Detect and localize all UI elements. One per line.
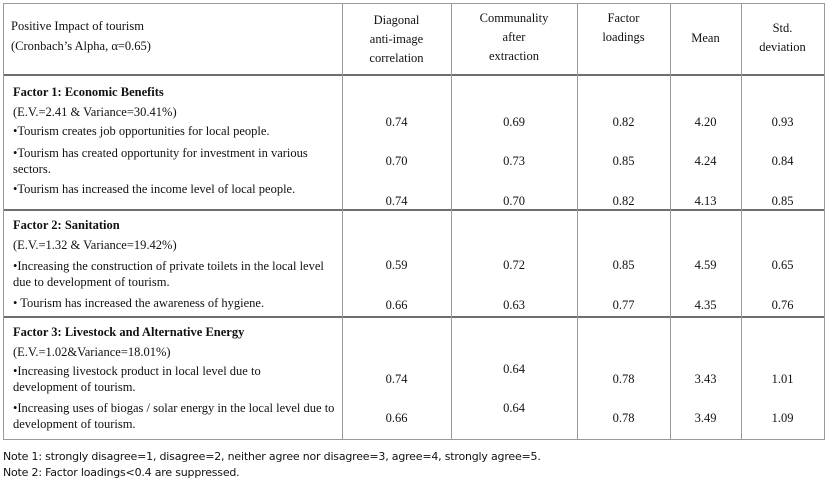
factor-1-name: Factor 1: Economic Benefits bbox=[13, 85, 164, 99]
factor-2-item-1: •Increasing the construction of private … bbox=[13, 259, 324, 289]
cell-mean: 3.49 bbox=[694, 411, 717, 425]
col-header-mean: Mean bbox=[691, 31, 720, 45]
col-header-loadings: Factor loadings bbox=[602, 11, 645, 44]
table-title: Positive Impact of tourism bbox=[11, 19, 144, 33]
cell-diag: 0.70 bbox=[385, 154, 408, 168]
cell-sd: 1.09 bbox=[771, 411, 794, 425]
section-rule-2 bbox=[3, 316, 825, 318]
cell-mean: 3.43 bbox=[694, 372, 717, 386]
factor-1-item-1: •Tourism creates job opportunities for l… bbox=[13, 124, 270, 138]
cell-mean: 4.24 bbox=[694, 154, 717, 168]
cell-diag: 0.66 bbox=[385, 298, 408, 312]
factor-3-item-1: •Increasing livestock product in local l… bbox=[13, 364, 261, 394]
cell-mean: 4.35 bbox=[694, 298, 717, 312]
header-rule bbox=[3, 74, 825, 76]
col-rule-0 bbox=[3, 3, 4, 440]
cell-comm: 0.73 bbox=[503, 154, 525, 168]
cell-comm: 0.70 bbox=[503, 194, 525, 208]
factor-2-name: Factor 2: Sanitation bbox=[13, 218, 120, 232]
note-2: Note 2: Factor loadings<0.4 are suppress… bbox=[3, 466, 240, 479]
factor-3-name: Factor 3: Livestock and Alternative Ener… bbox=[13, 325, 245, 339]
factor-2-stats: (E.V.=1.32 & Variance=19.42%) bbox=[13, 238, 177, 252]
col-rule-5 bbox=[741, 3, 742, 440]
factor-3-item-2: •Increasing uses of biogas / solar energ… bbox=[13, 401, 335, 431]
col-header-sd: Std. deviation bbox=[759, 21, 806, 54]
cell-sd: 0.65 bbox=[771, 258, 794, 272]
col-rule-3 bbox=[577, 3, 578, 440]
factor-1-stats: (E.V.=2.41 & Variance=30.41%) bbox=[13, 105, 177, 119]
cell-comm: 0.64 bbox=[503, 362, 525, 376]
note-1: Note 1: strongly disagree=1, disagree=2,… bbox=[3, 450, 541, 463]
factor-3-stats: (E.V.=1.02&Variance=18.01%) bbox=[13, 345, 171, 359]
cell-mean: 4.59 bbox=[694, 258, 717, 272]
col-rule-4 bbox=[670, 3, 671, 440]
table-bottom-rule bbox=[3, 439, 825, 440]
cell-comm: 0.69 bbox=[503, 115, 525, 129]
cell-comm: 0.63 bbox=[503, 298, 525, 312]
section-rule-1 bbox=[3, 209, 825, 211]
cronbach-alpha: (Cronbach’s Alpha, α=0.65) bbox=[11, 39, 151, 53]
cell-diag: 0.74 bbox=[385, 194, 408, 208]
cell-diag: 0.74 bbox=[385, 115, 408, 129]
col-rule-6 bbox=[824, 3, 825, 440]
col-header-communality: Communality after extraction bbox=[479, 11, 549, 63]
col-rule-2 bbox=[451, 3, 452, 440]
col-rule-1 bbox=[342, 3, 343, 440]
cell-diag: 0.59 bbox=[385, 258, 408, 272]
cell-sd: 0.76 bbox=[771, 298, 794, 312]
cell-load: 0.82 bbox=[612, 115, 635, 129]
col-header-diagonal: Diagonal anti-image correlation bbox=[369, 13, 424, 65]
cell-sd: 0.84 bbox=[771, 154, 794, 168]
cell-load: 0.85 bbox=[612, 154, 635, 168]
cell-load: 0.78 bbox=[612, 411, 635, 425]
cell-sd: 0.85 bbox=[771, 194, 794, 208]
cell-load: 0.85 bbox=[612, 258, 635, 272]
cell-sd: 0.93 bbox=[771, 115, 794, 129]
cell-diag: 0.74 bbox=[385, 372, 408, 386]
cell-mean: 4.20 bbox=[694, 115, 717, 129]
cell-diag: 0.66 bbox=[385, 411, 408, 425]
cell-mean: 4.13 bbox=[694, 194, 717, 208]
cell-load: 0.82 bbox=[612, 194, 635, 208]
factor-1-item-2: •Tourism has created opportunity for inv… bbox=[13, 146, 308, 176]
factor-2-item-2: • Tourism has increased the awareness of… bbox=[13, 296, 265, 310]
cell-comm: 0.72 bbox=[503, 258, 525, 272]
cell-comm: 0.64 bbox=[503, 401, 525, 415]
cell-load: 0.78 bbox=[612, 372, 635, 386]
cell-sd: 1.01 bbox=[771, 372, 794, 386]
factor-1-item-3: •Tourism has increased the income level … bbox=[13, 182, 296, 196]
table-top-rule bbox=[3, 3, 825, 4]
factor-analysis-table: Positive Impact of tourism (Cronbach’s A… bbox=[3, 3, 825, 440]
cell-load: 0.77 bbox=[612, 298, 635, 312]
